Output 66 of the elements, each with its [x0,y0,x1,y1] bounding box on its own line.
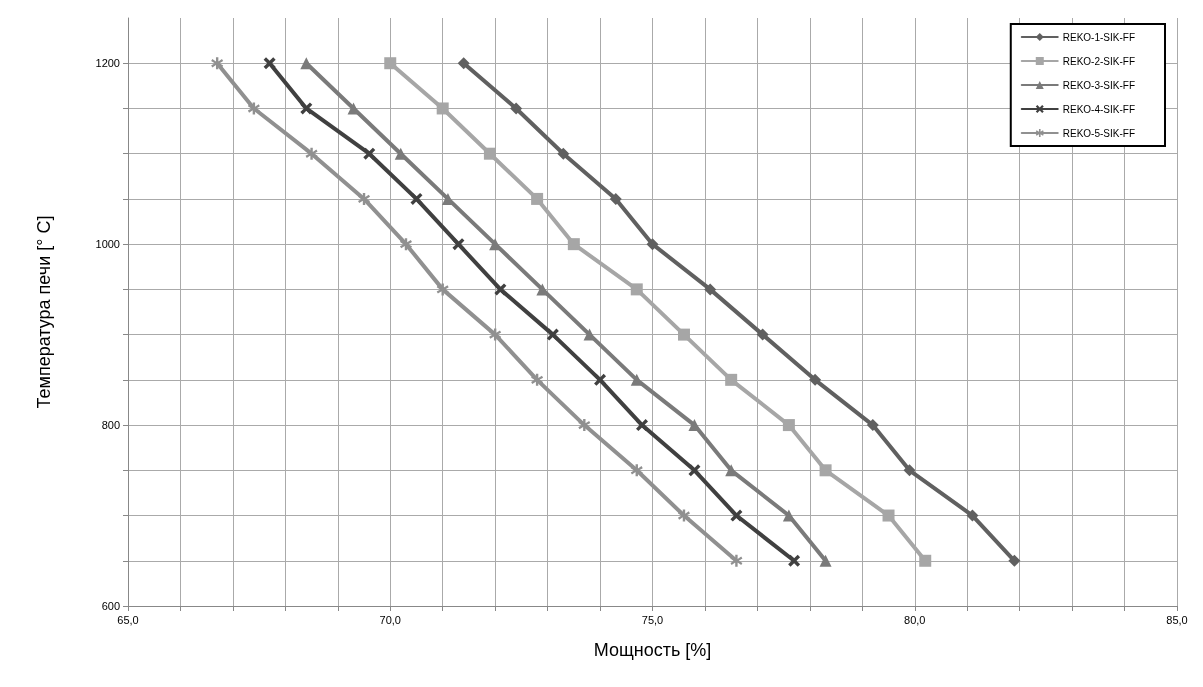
point [882,509,895,522]
legend-label: REKO-4-SIK-FF [1062,103,1136,115]
x-tick-label: 85,0 [1166,613,1188,626]
point [358,192,371,205]
point [410,192,423,205]
point [609,192,622,205]
point [211,57,224,70]
legend-label: REKO-2-SIK-FF [1062,55,1136,67]
point [730,554,743,567]
y-tick-label: 1000 [95,238,120,251]
x-tick-label: 80,0 [904,613,926,626]
point [646,238,659,251]
point [567,238,580,251]
point [788,554,801,567]
point [494,283,507,296]
point [384,57,397,70]
point [483,147,496,160]
point [966,509,979,522]
legend-label: REKO-1-SIK-FF [1062,31,1136,43]
y-tick-label: 1200 [95,57,120,70]
point [919,554,932,567]
y-tick-label: 600 [101,600,120,612]
point [730,509,743,522]
point [819,464,832,477]
point [782,509,795,522]
x-tick-label: 65,0 [117,613,139,626]
point [677,509,690,522]
point [457,57,470,70]
point [452,238,465,251]
point [756,328,769,341]
point [809,373,822,386]
point [903,464,916,477]
point [636,419,649,432]
point [305,147,318,160]
x-tick-label: 75,0 [641,613,664,626]
point [704,283,717,296]
point [782,419,795,432]
point [300,102,313,115]
point [363,147,376,160]
y-axis-title: Температура печи [° C] [34,215,54,409]
x-axis-title: Мощность [%] [593,640,712,660]
point [436,283,449,296]
point [399,238,412,251]
point [531,192,544,205]
point [1008,554,1021,567]
legend-label: REKO-5-SIK-FF [1062,127,1136,139]
point [557,147,570,160]
point [594,373,607,386]
point [677,328,690,341]
point [630,464,643,477]
y-tick-label: 800 [101,419,120,432]
point [630,283,643,296]
point [263,57,276,70]
point [546,328,559,341]
point [866,419,879,432]
point [819,554,832,567]
point [725,373,738,386]
point [531,373,544,386]
point [510,102,523,115]
point [436,102,449,115]
point [247,102,260,115]
legend-label: REKO-3-SIK-FF [1062,79,1136,91]
x-tick-label: 70,0 [379,613,401,626]
point [688,464,701,477]
point [578,419,591,432]
point [489,328,502,341]
